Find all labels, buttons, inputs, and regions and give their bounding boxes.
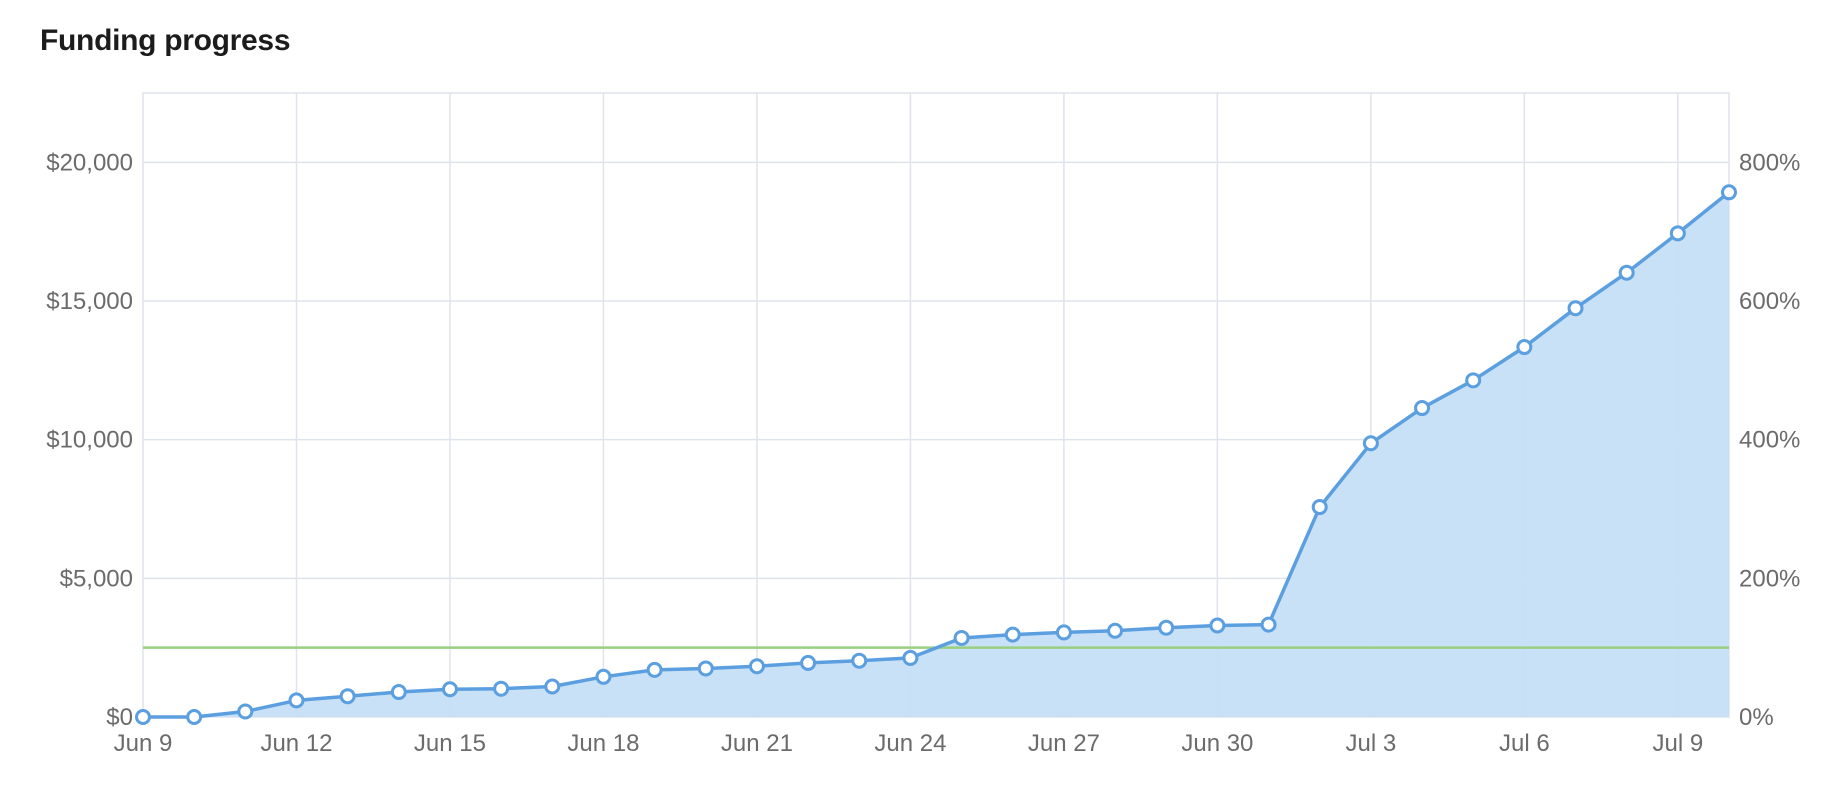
x-tick-label: Jul 6 [1499, 730, 1550, 757]
y2-tick-label: 200% [1739, 565, 1800, 592]
x-tick-label: Jun 18 [567, 730, 639, 757]
data-point [441, 681, 458, 698]
data-point [1158, 619, 1175, 636]
data-point [339, 688, 356, 705]
data-point [1362, 435, 1379, 452]
y-tick-label: $10,000 [46, 427, 133, 454]
data-point [1260, 616, 1277, 633]
data-point [1311, 499, 1328, 516]
x-tick-label: Jun 12 [260, 730, 332, 757]
data-point [1567, 300, 1584, 317]
data-point [748, 658, 765, 675]
x-tick-label: Jun 21 [721, 730, 793, 757]
page-title: Funding progress [40, 24, 291, 57]
data-point [595, 668, 612, 685]
funding-area [143, 192, 1729, 718]
data-point [1618, 264, 1635, 281]
x-tick-label: Jun 24 [874, 730, 946, 757]
data-point [237, 703, 254, 720]
y2-tick-label: 400% [1739, 427, 1800, 454]
line-layer [143, 190, 1731, 719]
data-point [953, 629, 970, 646]
data-point [1055, 624, 1072, 641]
y2-tick-label: 600% [1739, 288, 1800, 315]
data-point [493, 680, 510, 697]
y-tick-label: $0 [106, 704, 133, 731]
y2-tick-label: 0% [1739, 704, 1774, 731]
x-tick-label: Jun 15 [414, 730, 486, 757]
data-point [902, 649, 919, 666]
data-point [1516, 339, 1533, 356]
x-tick-label: Jun 30 [1181, 730, 1253, 757]
data-point [135, 709, 151, 725]
data-point [1465, 372, 1482, 389]
x-tick-label: Jun 9 [114, 730, 173, 757]
points-layer [135, 184, 1737, 725]
y2-tick-label: 800% [1739, 149, 1800, 176]
data-point [288, 692, 305, 709]
data-point [697, 660, 714, 677]
data-point [800, 654, 817, 671]
funding-line [143, 190, 1731, 719]
data-point [1721, 184, 1737, 201]
area-layer [143, 192, 1729, 718]
data-point [1414, 400, 1431, 417]
data-point [646, 661, 663, 678]
data-point [544, 678, 561, 695]
y-tick-label: $20,000 [46, 149, 133, 176]
data-point [1107, 622, 1124, 639]
y-tick-label: $5,000 [60, 565, 133, 592]
data-point [1004, 626, 1021, 643]
x-tick-label: Jul 3 [1346, 730, 1397, 757]
x-tick-label: Jul 9 [1652, 730, 1703, 757]
axis-labels: $0 $5,000 $10,000 $15,000 $20,000 0% 200% 400% 6… [46, 149, 1800, 757]
data-point [851, 652, 868, 669]
data-point [1209, 617, 1226, 634]
x-tick-label: Jun 27 [1028, 730, 1100, 757]
data-point [390, 684, 407, 701]
data-point [1669, 225, 1686, 242]
y-tick-label: $15,000 [46, 288, 133, 315]
data-point [186, 709, 203, 725]
